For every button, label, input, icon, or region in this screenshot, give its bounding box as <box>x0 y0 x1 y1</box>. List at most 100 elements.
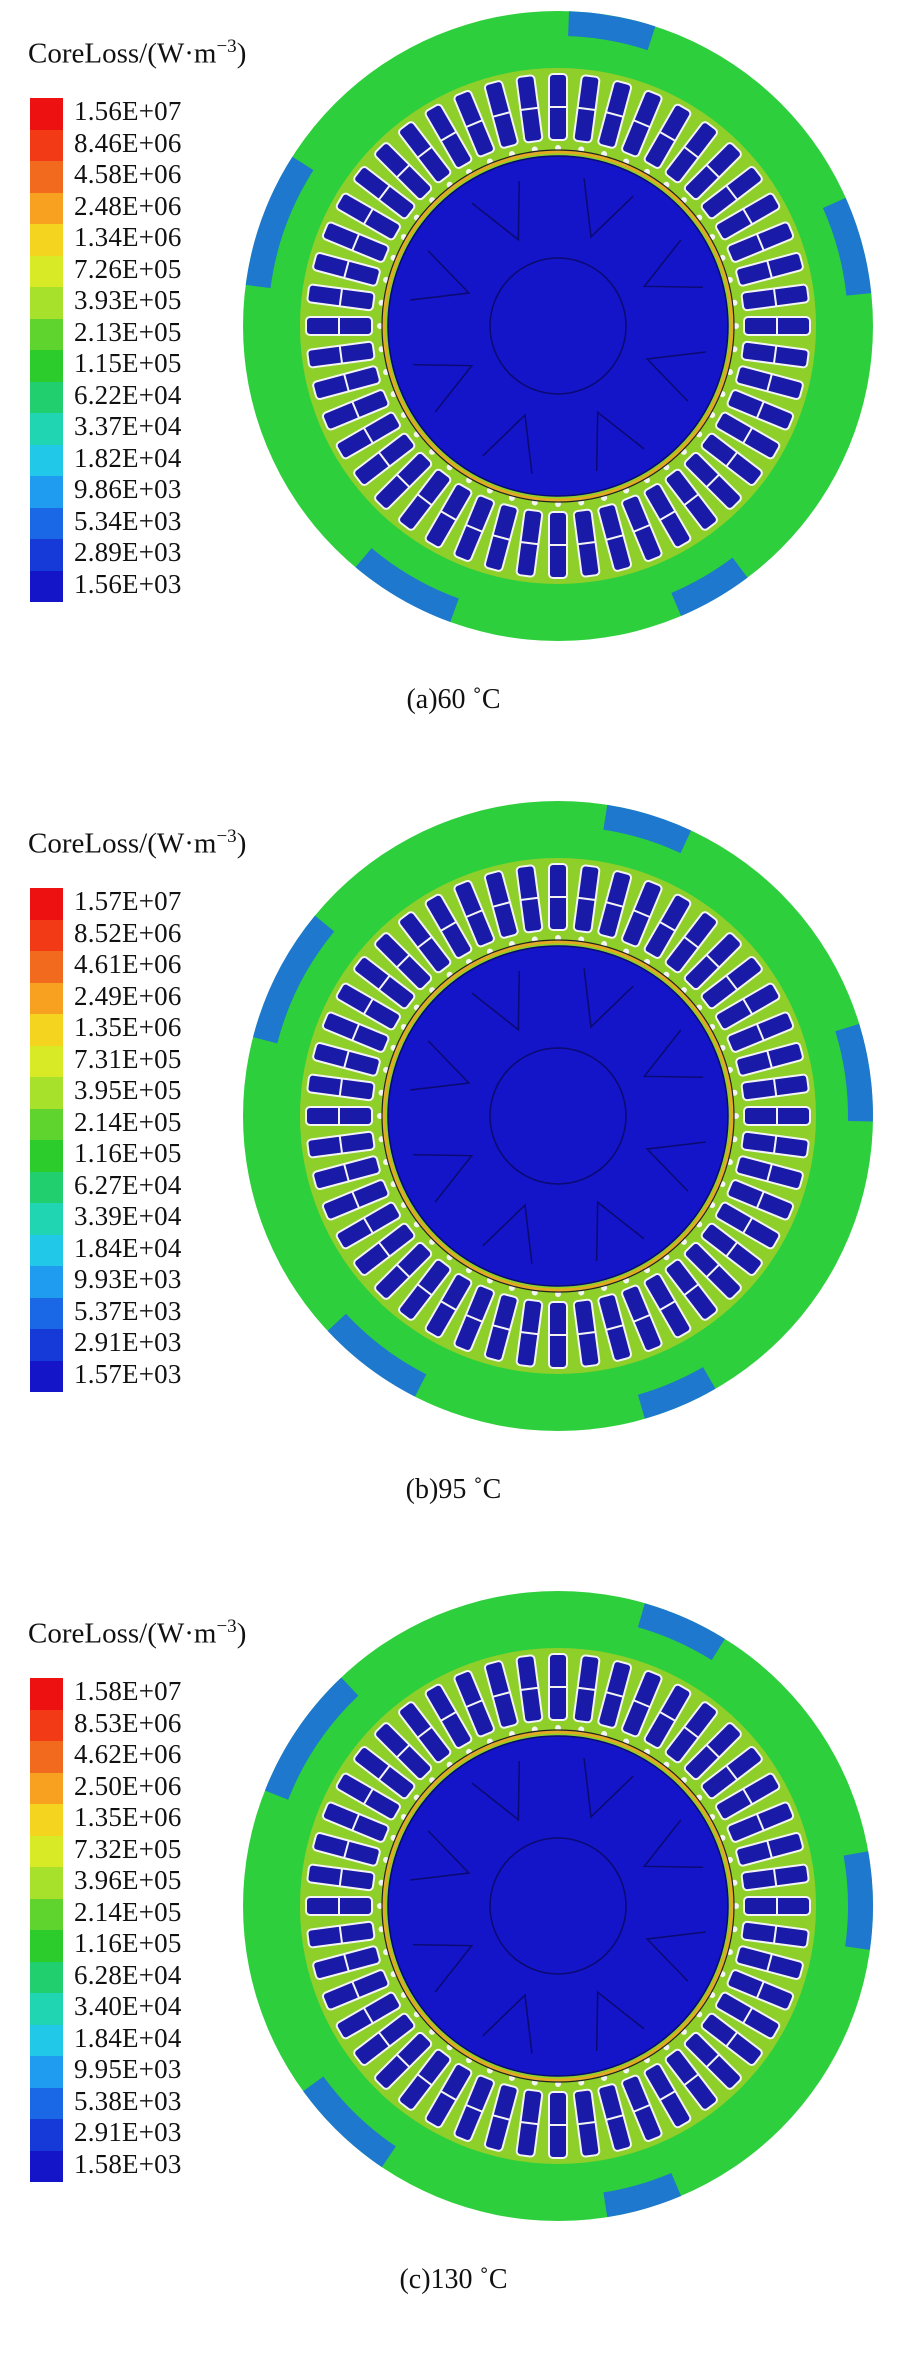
legend-row: 3.37E+04 <box>30 411 260 445</box>
stator-slot <box>680 448 742 510</box>
stator-slot <box>335 1772 407 1821</box>
rotor <box>387 1735 729 2077</box>
stator-slot <box>515 74 544 153</box>
stator-slot <box>597 494 633 572</box>
conductor-divider <box>351 1813 361 1831</box>
yoke-low-loss-patch <box>355 548 459 623</box>
legend-row: 1.58E+03 <box>30 2149 260 2182</box>
legend-value: 5.38E+03 <box>74 2085 182 2116</box>
legend-swatch <box>30 192 63 224</box>
legend-title-close: ) <box>236 1617 247 1650</box>
legend-swatch <box>30 1867 63 1899</box>
stator-slot <box>719 1801 795 1843</box>
conductor-divider <box>683 493 700 507</box>
stator-slot <box>643 1267 692 1339</box>
conductor-divider <box>440 1300 457 1312</box>
conductor-divider <box>416 1725 433 1739</box>
legend-swatch <box>30 2056 63 2088</box>
stator-slot <box>731 1863 810 1892</box>
stator-slot <box>621 1277 663 1353</box>
stator-slot <box>663 1701 718 1768</box>
conductor-divider <box>755 1813 765 1831</box>
conductor-divider <box>377 2031 391 2048</box>
legend-swatch <box>30 255 63 287</box>
stator-slot <box>453 1669 495 1745</box>
stator-slot <box>424 103 473 175</box>
rotor-core <box>388 946 728 1286</box>
legend-row: 1.15E+05 <box>30 348 260 382</box>
conductor-divider <box>605 2114 624 2121</box>
magnet-slot-outline <box>595 1200 645 1261</box>
magnet-slot-outline <box>413 1153 474 1203</box>
conductor-divider <box>362 998 374 1015</box>
conductor-divider <box>755 233 765 251</box>
conductor-divider <box>520 1330 539 1336</box>
conductor-divider <box>520 540 539 546</box>
legend-swatch <box>30 1741 63 1773</box>
conductor-divider <box>772 288 778 307</box>
conductor-divider <box>343 260 350 279</box>
stator-slot <box>680 1238 742 1300</box>
stator-slot <box>374 1722 436 1784</box>
stator-slots <box>305 1653 811 2159</box>
stator-slot <box>572 2079 601 2158</box>
stator-slot <box>306 1130 385 1159</box>
conductor-divider <box>338 288 344 307</box>
stator-slot <box>643 2057 692 2129</box>
conductor-divider <box>766 1050 773 1069</box>
legend-value: 2.14E+05 <box>74 1896 182 1927</box>
legend-swatch <box>30 413 63 445</box>
conductor-divider <box>440 130 457 142</box>
conductor-divider <box>633 1699 651 1709</box>
stator-slot <box>731 283 810 312</box>
conductor-divider <box>520 2120 539 2126</box>
stator-slot <box>548 2081 568 2159</box>
conductor-divider <box>440 920 457 932</box>
conductor-divider <box>705 2053 720 2068</box>
stator-slot <box>696 166 763 221</box>
conductor-divider <box>343 1163 350 1182</box>
rotor-core <box>388 1736 728 2076</box>
stator-slot <box>374 1238 436 1300</box>
legend-row: 3.39E+04 <box>30 1201 260 1235</box>
legend-value: 2.14E+05 <box>74 1106 182 1137</box>
legend-swatch <box>30 1203 63 1235</box>
legend-value: 1.35E+06 <box>74 1012 182 1042</box>
conductor-divider <box>683 2073 700 2087</box>
legend-swatch <box>30 1804 63 1836</box>
stator-slot <box>680 2028 742 2090</box>
stator-slot <box>663 911 718 978</box>
legend-swatch <box>30 507 63 539</box>
legend-value: 3.93E+05 <box>74 285 182 315</box>
stator-slot <box>515 2079 544 2158</box>
shaft-outline <box>489 1047 627 1185</box>
legend-row: 2.48E+06 <box>30 191 260 224</box>
stator-slot <box>597 2074 633 2152</box>
stator-slot <box>696 956 763 1011</box>
conductor-divider <box>338 345 344 364</box>
conductor-divider <box>362 2007 374 2024</box>
legend-row: 1.84E+04 <box>30 1233 260 1266</box>
conductor-divider <box>633 119 651 129</box>
conductor-divider <box>492 1691 511 1698</box>
legend-value: 3.37E+04 <box>74 411 182 441</box>
legend-row: 2.14E+05 <box>30 1896 260 1930</box>
legend-row: 4.62E+06 <box>30 1739 260 1773</box>
stator-slot <box>312 1831 390 1867</box>
stator-slot <box>731 1073 810 1102</box>
stator-bore-outline <box>381 1729 735 2083</box>
legend-value: 3.39E+04 <box>74 1201 182 1231</box>
conductor-divider <box>605 901 624 908</box>
stator-slot <box>726 251 804 287</box>
conductor-divider <box>766 1840 773 1859</box>
legend-value: 1.16E+05 <box>74 1138 182 1168</box>
legend-row: 5.38E+03 <box>30 2085 260 2119</box>
conductor-divider <box>465 1313 483 1323</box>
conductor-divider <box>416 2073 433 2087</box>
legend-title-close: ) <box>236 827 247 860</box>
shaft-outline <box>489 257 627 395</box>
legend-row: 2.13E+05 <box>30 317 260 350</box>
legend-swatch <box>30 1234 63 1266</box>
conductor-divider <box>377 451 391 468</box>
motor-cross-section <box>243 1591 873 2221</box>
